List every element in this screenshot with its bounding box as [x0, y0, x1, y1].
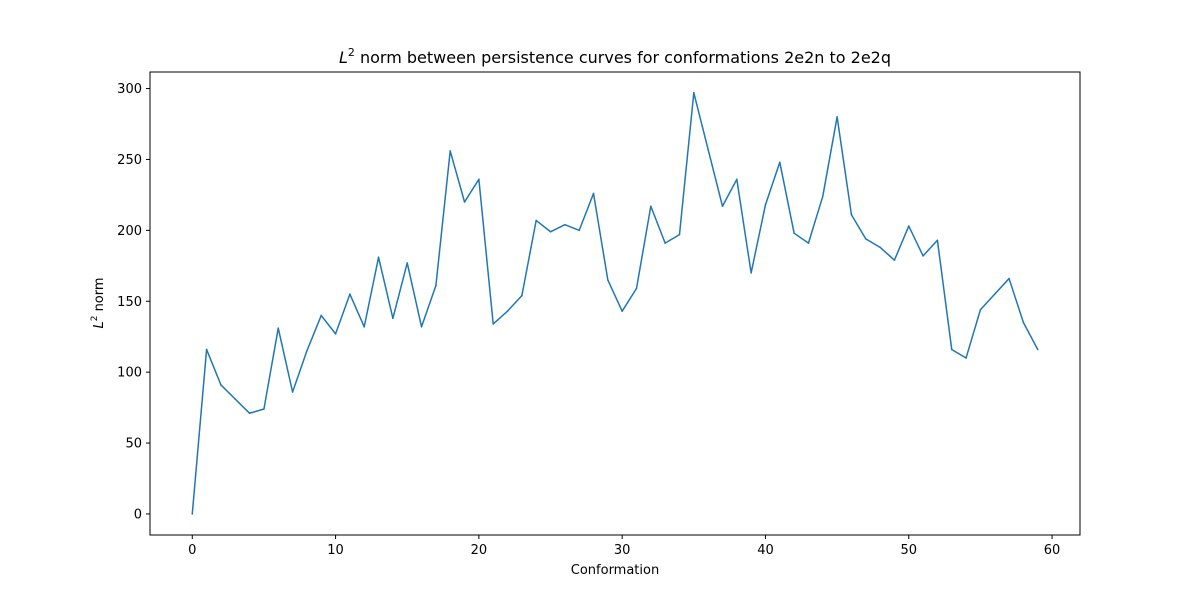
- y-axis-label: L2 norm: [90, 277, 107, 328]
- series-line: [191, 92, 1039, 515]
- data-point: [263, 408, 265, 410]
- y-tick-label: 150: [117, 295, 142, 310]
- y-tick-label: 200: [117, 224, 142, 239]
- data-point: [564, 223, 566, 226]
- data-point: [277, 327, 280, 329]
- plot-layer: [191, 92, 1039, 515]
- data-point: [334, 333, 337, 335]
- data-point: [1022, 321, 1025, 324]
- data-point: [993, 293, 996, 295]
- data-point: [664, 242, 666, 244]
- data-point: [721, 205, 724, 208]
- data-point: [377, 256, 380, 259]
- data-point: [291, 391, 294, 393]
- x-tick-label: 40: [757, 543, 774, 558]
- data-point: [420, 325, 423, 328]
- data-point: [922, 255, 924, 257]
- data-point: [363, 325, 366, 328]
- chart-title: L2 norm between persistence curves for c…: [339, 46, 891, 67]
- x-axis-label: Conformation: [571, 563, 659, 578]
- data-point: [535, 219, 537, 222]
- y-tick-label: 300: [117, 82, 142, 97]
- data-point: [793, 232, 795, 234]
- data-point: [191, 513, 194, 515]
- x-tick-label: 60: [1044, 543, 1061, 558]
- y-tick-label: 250: [117, 153, 142, 168]
- x-tick-label: 20: [471, 543, 488, 558]
- data-point: [936, 239, 939, 242]
- data-point: [248, 412, 251, 415]
- data-point: [807, 242, 810, 244]
- data-point: [965, 357, 967, 359]
- y-tick-label: 100: [117, 366, 142, 381]
- data-point: [549, 230, 552, 233]
- data-point: [449, 150, 452, 152]
- data-point: [678, 233, 681, 236]
- data-point: [864, 238, 867, 240]
- x-tick-label: 10: [327, 543, 344, 558]
- data-point: [492, 323, 495, 325]
- data-point: [1036, 348, 1039, 351]
- x-tick-label: 50: [900, 543, 917, 558]
- x-tick-label: 0: [188, 543, 196, 558]
- data-point: [750, 272, 752, 274]
- x-tick-label: 30: [614, 543, 631, 558]
- data-point: [1008, 277, 1010, 280]
- data-point: [879, 246, 881, 249]
- data-point: [220, 384, 222, 386]
- data-point: [821, 195, 824, 198]
- data-point: [592, 192, 595, 195]
- data-point: [778, 161, 781, 164]
- data-point: [736, 178, 738, 181]
- data-point: [306, 350, 308, 352]
- data-point: [521, 294, 523, 297]
- data-point: [478, 178, 480, 181]
- data-point: [607, 279, 609, 281]
- data-point: [707, 148, 709, 151]
- data-point: [907, 225, 910, 227]
- data-point: [693, 92, 695, 94]
- data-point: [234, 398, 237, 400]
- tick-layer: 0 10 20 30 40 50 60 0 50 100 150 200 250 300: [117, 82, 1060, 558]
- data-point: [435, 284, 437, 287]
- data-point: [349, 293, 351, 295]
- data-point: [979, 308, 982, 311]
- data-point: [850, 213, 853, 216]
- data-point: [764, 204, 767, 206]
- data-point: [506, 310, 509, 312]
- data-point: [893, 259, 896, 261]
- data-point: [650, 205, 652, 208]
- data-point: [406, 262, 409, 264]
- data-point: [578, 229, 580, 232]
- y-tick-label: 0: [134, 507, 142, 522]
- data-point: [950, 348, 953, 351]
- data-point: [635, 287, 638, 290]
- data-point: [836, 116, 838, 118]
- data-point: [205, 348, 208, 351]
- data-point: [392, 317, 394, 320]
- data-point: [320, 314, 323, 317]
- data-point: [621, 310, 623, 312]
- y-tick-label: 50: [125, 437, 142, 452]
- data-point: [463, 201, 466, 203]
- plot-frame: [149, 71, 1081, 536]
